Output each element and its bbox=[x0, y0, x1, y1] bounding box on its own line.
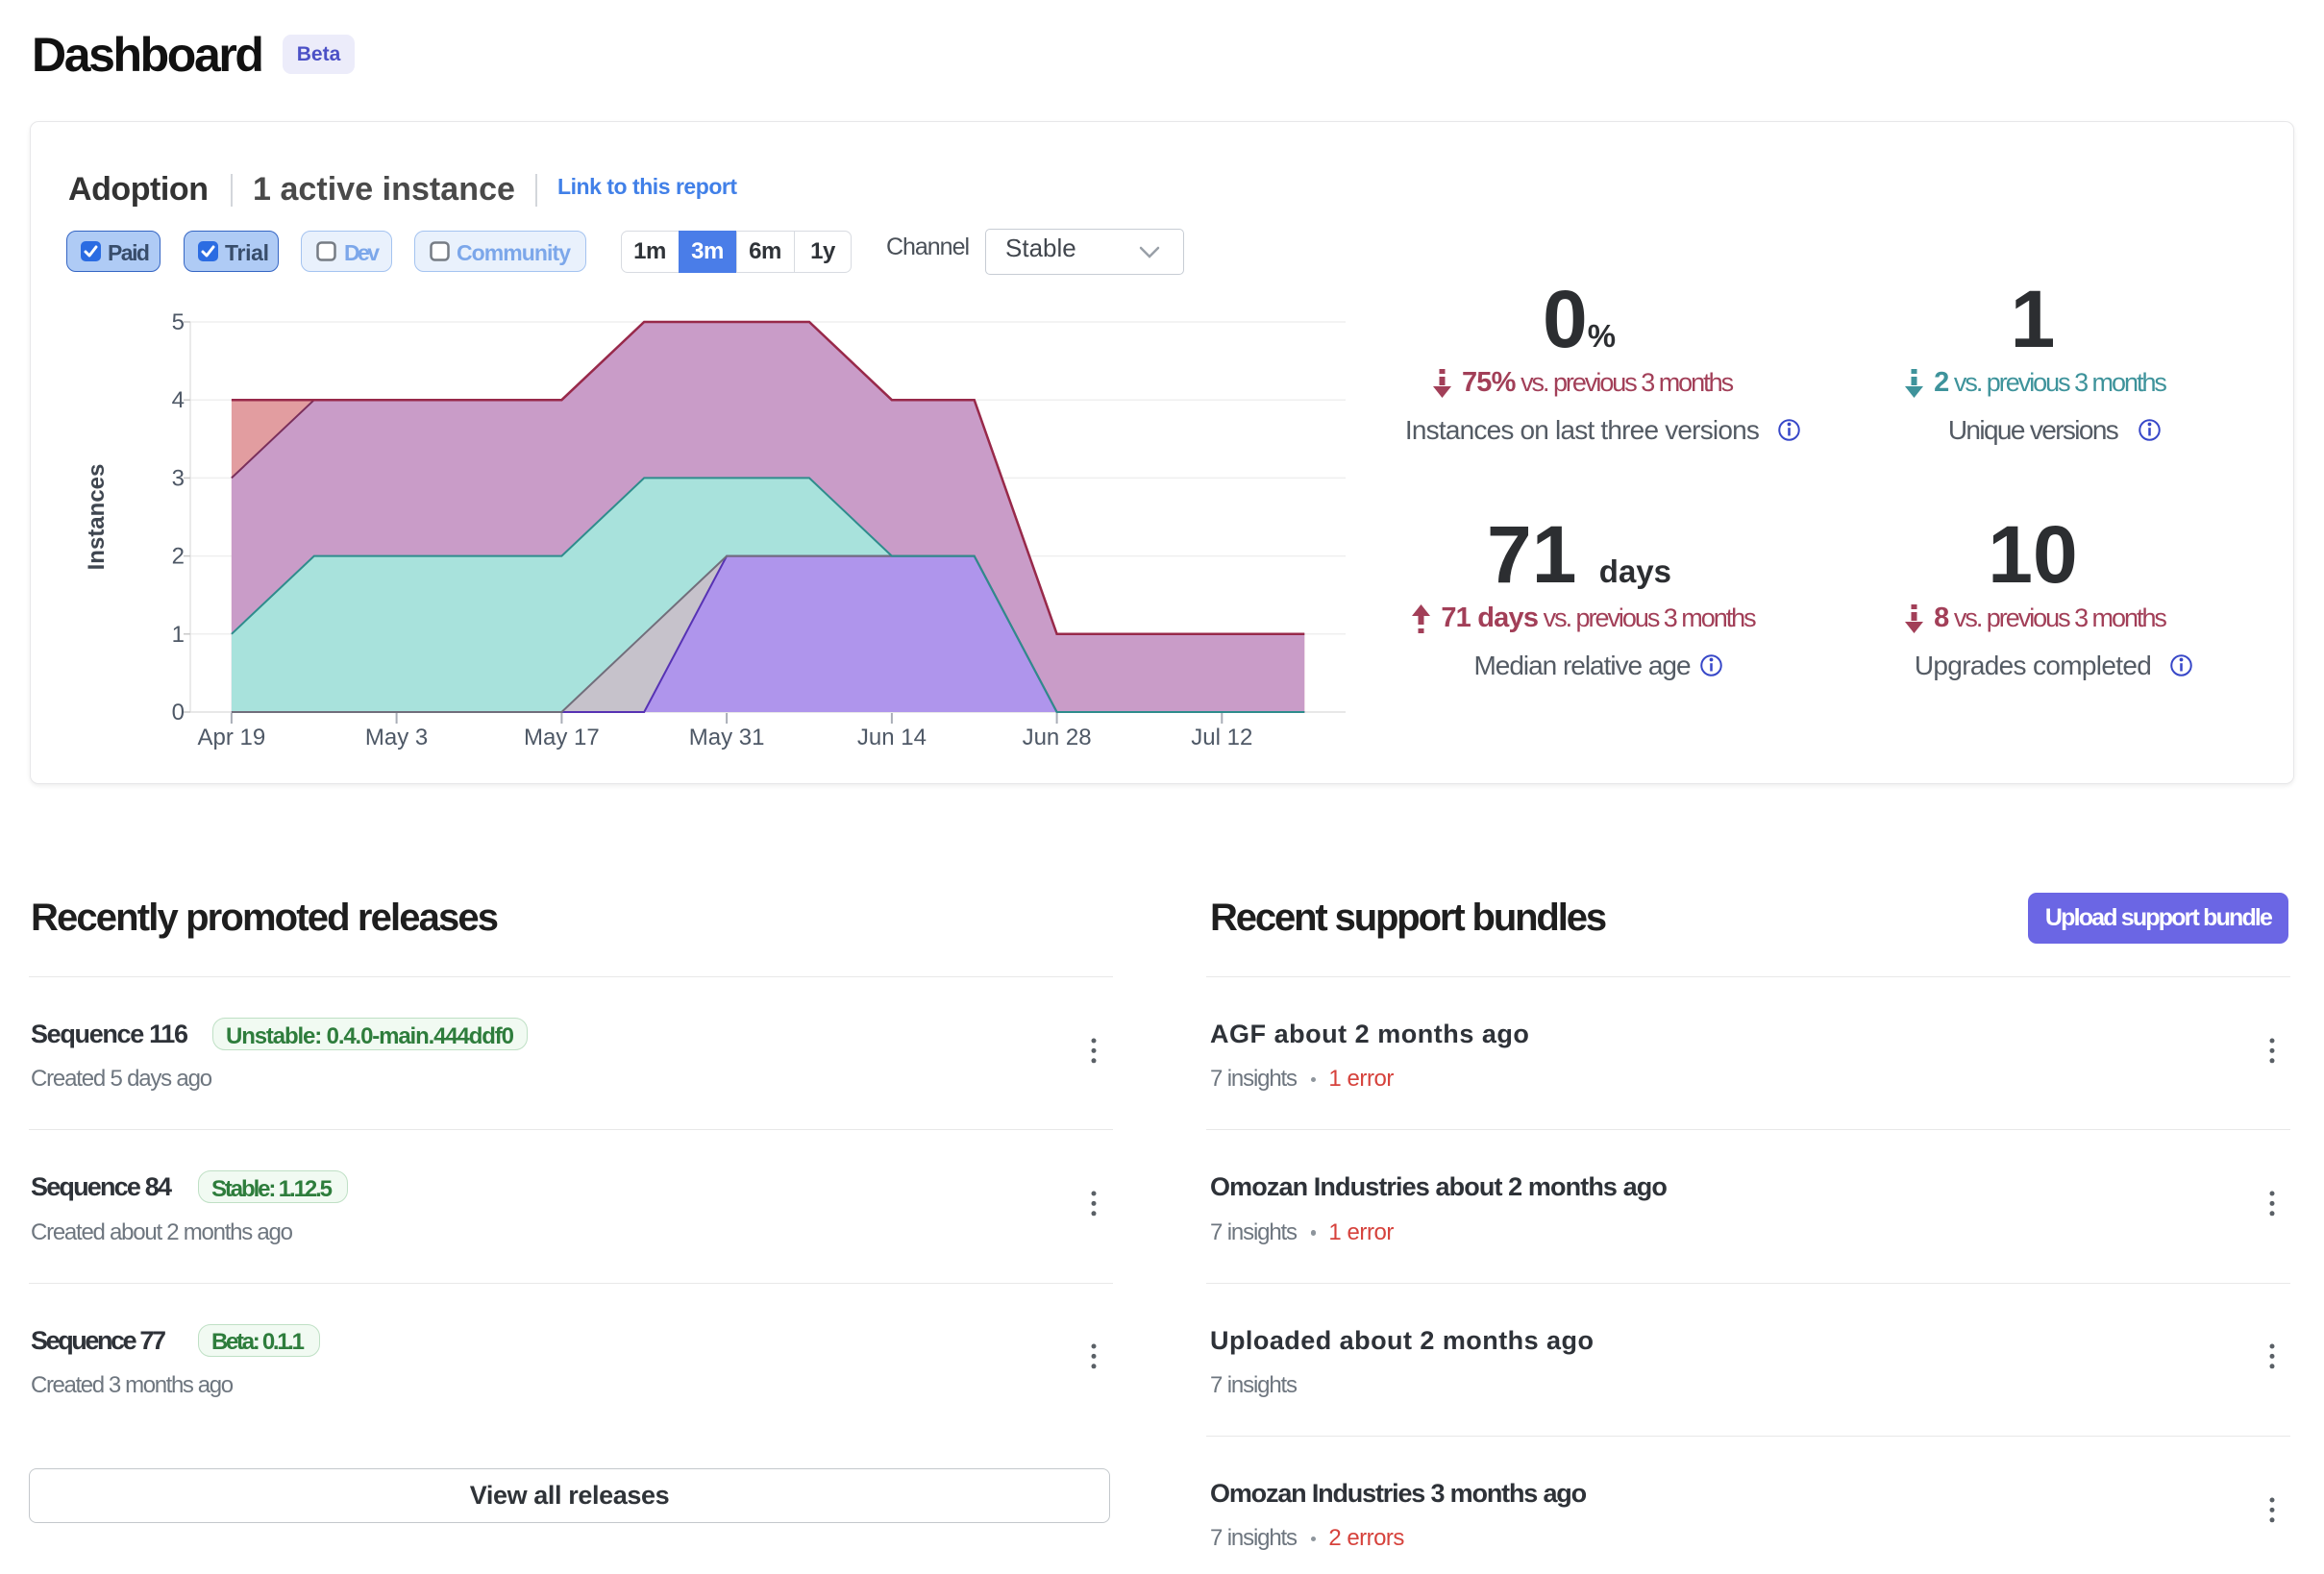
svg-text:3: 3 bbox=[172, 465, 185, 491]
svg-text:Jul 12: Jul 12 bbox=[1191, 725, 1252, 750]
svg-text:May 31: May 31 bbox=[689, 725, 765, 750]
svg-text:4: 4 bbox=[172, 387, 185, 413]
svg-text:2: 2 bbox=[172, 544, 185, 570]
svg-text:May 17: May 17 bbox=[524, 725, 600, 750]
svg-text:Jun 28: Jun 28 bbox=[1023, 725, 1092, 750]
svg-text:Instances: Instances bbox=[84, 464, 110, 571]
svg-text:0: 0 bbox=[172, 700, 185, 726]
svg-text:Apr 19: Apr 19 bbox=[198, 725, 266, 750]
svg-text:1: 1 bbox=[172, 622, 185, 648]
svg-text:5: 5 bbox=[172, 309, 185, 335]
svg-text:Jun 14: Jun 14 bbox=[857, 725, 927, 750]
svg-text:May 3: May 3 bbox=[365, 725, 428, 750]
